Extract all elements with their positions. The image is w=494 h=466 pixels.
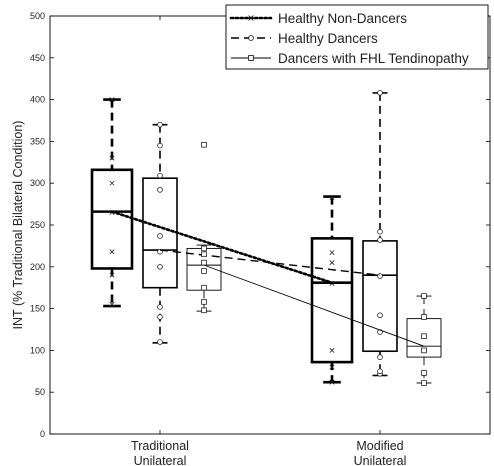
data-point xyxy=(157,121,163,128)
data-point xyxy=(109,155,115,161)
legend-marker xyxy=(248,35,254,41)
iqr-box xyxy=(142,177,178,289)
data-point xyxy=(329,347,335,353)
y-tick-label: 500 xyxy=(30,11,45,21)
y-axis-label: INT (% Traditional Bilateral Condition) xyxy=(11,121,25,330)
data-point xyxy=(201,141,207,148)
data-point xyxy=(157,187,163,193)
data-point xyxy=(109,97,115,103)
legend: Healthy Non-Dancers Healthy Dancers Dancer… xyxy=(225,4,489,70)
y-tick-label: 50 xyxy=(35,387,45,397)
data-point xyxy=(109,249,115,255)
box xyxy=(362,90,398,377)
y-tick-label: 100 xyxy=(30,345,45,355)
box xyxy=(90,97,134,308)
y-tick-label: 200 xyxy=(30,262,45,272)
data-point xyxy=(377,228,383,235)
data-point xyxy=(421,293,427,299)
y-tick-label: 250 xyxy=(30,220,45,230)
legend-label: Dancers with FHL Tendinopathy xyxy=(278,51,469,66)
y-tick-label: 400 xyxy=(30,95,45,105)
data-point xyxy=(421,314,427,320)
y-tick-label: 0 xyxy=(40,429,45,439)
data-point xyxy=(421,370,427,376)
iqr-box xyxy=(90,168,134,270)
data-point xyxy=(421,380,427,386)
trend-line xyxy=(110,210,334,284)
data-point xyxy=(377,354,383,360)
trend-line xyxy=(159,249,381,276)
data-point xyxy=(329,379,335,385)
legend-entry: Dancers with FHL Tendinopathy xyxy=(231,51,469,66)
data-point xyxy=(421,333,427,339)
legend-marker xyxy=(248,15,254,21)
trend-line xyxy=(203,264,425,347)
data-point xyxy=(201,251,207,258)
data-point xyxy=(377,90,383,96)
data-point xyxy=(109,180,115,186)
data-point xyxy=(329,250,335,256)
axes: 0 50 100 150 200 250 300 350 400 450 500 Traditiona… xyxy=(11,11,491,466)
data-point xyxy=(201,307,207,314)
data-point xyxy=(201,284,207,291)
y-tick-label: 150 xyxy=(30,304,45,314)
data-point xyxy=(109,272,115,278)
legend-entry: Healthy Dancers xyxy=(231,31,378,46)
box xyxy=(186,141,222,314)
box xyxy=(310,194,354,385)
plot-area xyxy=(90,90,442,386)
legend-label: Healthy Dancers xyxy=(278,31,378,46)
x-category-label: Traditional Unilateral xyxy=(131,439,189,466)
y-tick-label: 350 xyxy=(30,136,45,146)
data-point xyxy=(157,263,163,270)
data-point xyxy=(329,194,335,200)
series-0 xyxy=(90,97,354,385)
data-point xyxy=(201,268,207,274)
series-2 xyxy=(186,141,442,386)
y-tick-label: 300 xyxy=(30,178,45,188)
data-point xyxy=(157,142,163,149)
data-point xyxy=(157,339,163,345)
data-point xyxy=(157,233,163,239)
data-point xyxy=(157,304,163,310)
data-point xyxy=(377,237,383,243)
data-point xyxy=(329,260,335,266)
data-point xyxy=(329,364,335,370)
data-point xyxy=(157,172,163,179)
x-category-label: Modified Unilateral xyxy=(354,439,407,466)
data-point xyxy=(377,312,383,319)
series-1 xyxy=(142,90,398,377)
data-point xyxy=(421,347,427,354)
box xyxy=(142,121,178,345)
legend-marker xyxy=(248,55,254,61)
legend-label: Healthy Non-Dancers xyxy=(278,11,407,26)
data-point xyxy=(377,273,383,279)
iqr-box xyxy=(310,237,354,364)
data-point xyxy=(109,301,115,307)
data-point xyxy=(201,259,207,266)
data-point xyxy=(201,299,207,305)
data-point xyxy=(377,368,383,375)
data-point xyxy=(201,245,207,252)
box xyxy=(406,293,442,386)
legend-entry: Healthy Non-Dancers xyxy=(229,11,407,26)
data-point xyxy=(157,314,163,320)
y-tick-label: 450 xyxy=(30,53,45,63)
